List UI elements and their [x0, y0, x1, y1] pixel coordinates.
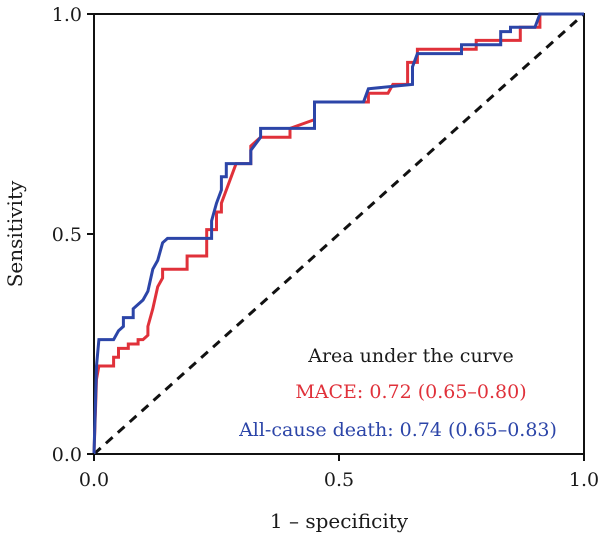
all-cause-death-curve — [92, 12, 584, 455]
legend-title: Area under the curve — [307, 345, 514, 367]
y-tick-label: 1.0 — [52, 4, 82, 26]
series-layer — [92, 12, 584, 455]
x-axis-title: 1 – specificity — [270, 509, 409, 533]
y-axis-title: Sensitivity — [3, 180, 27, 287]
x-tick-label: 1.0 — [569, 469, 599, 491]
legend-entry-mace: MACE: 0.72 (0.65–0.80) — [295, 381, 526, 403]
legend: Area under the curve MACE: 0.72 (0.65–0.… — [238, 345, 557, 441]
tick-layer: 0.0 0.5 1.0 0.0 0.5 1.0 — [52, 4, 599, 491]
legend-entry-all-cause-death: All-cause death: 0.74 (0.65–0.83) — [238, 419, 557, 441]
x-tick-label: 0.5 — [324, 469, 354, 491]
reference-diagonal-line — [92, 12, 586, 456]
y-tick-label: 0.0 — [52, 444, 82, 466]
reference-layer — [92, 12, 586, 456]
x-tick-label: 0.0 — [79, 469, 109, 491]
y-tick-label: 0.5 — [52, 224, 82, 246]
